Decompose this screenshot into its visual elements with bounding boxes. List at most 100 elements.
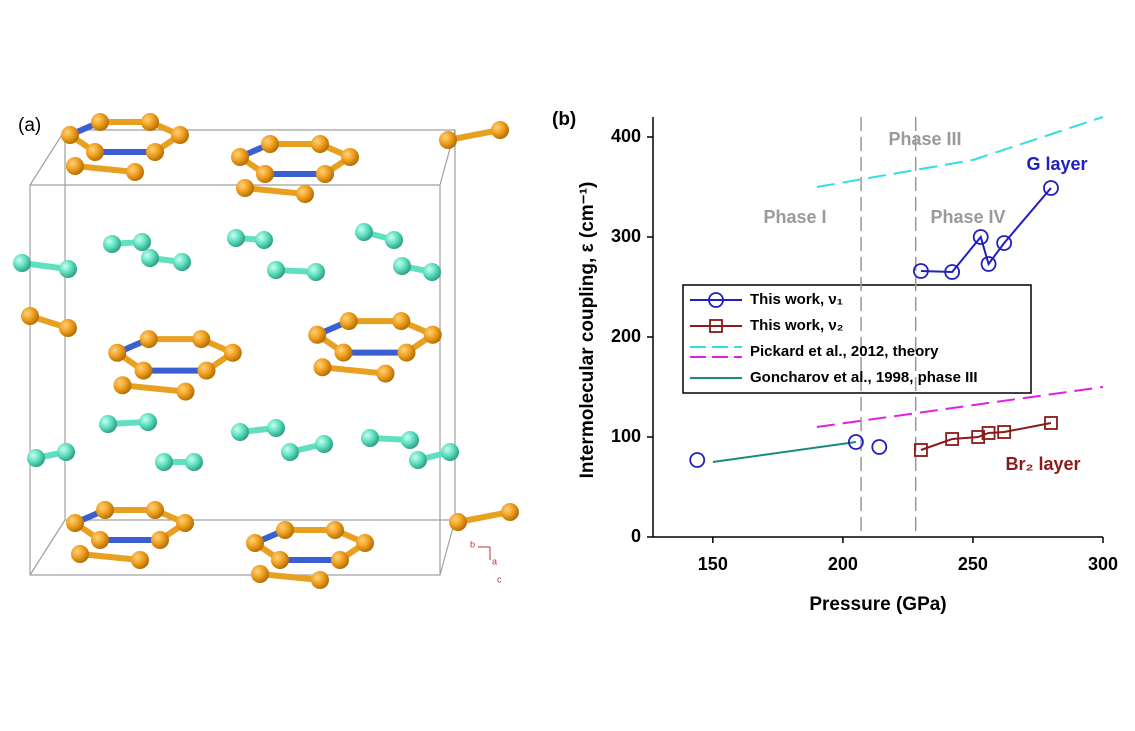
atom — [151, 531, 169, 549]
atom — [91, 113, 109, 131]
atom — [385, 231, 403, 249]
atom — [311, 135, 329, 153]
atom — [13, 254, 31, 272]
atom — [66, 157, 84, 175]
atom — [231, 423, 249, 441]
atom — [134, 361, 153, 380]
marker — [913, 263, 929, 279]
atom — [231, 148, 249, 166]
atom — [141, 249, 159, 267]
atom — [361, 429, 379, 447]
atom — [59, 319, 77, 337]
atom — [356, 534, 374, 552]
bond — [72, 163, 138, 175]
marker — [996, 235, 1013, 251]
atom — [57, 443, 75, 461]
atom — [491, 121, 509, 139]
atom — [108, 343, 127, 362]
atom — [131, 551, 149, 569]
y-tick-label: 200 — [611, 326, 641, 346]
atom — [267, 261, 285, 279]
atom — [271, 551, 289, 569]
atom — [103, 235, 121, 253]
atom — [185, 453, 203, 471]
axis-triad: b a c — [470, 539, 502, 584]
atom — [341, 148, 359, 166]
atom — [146, 143, 164, 161]
marker — [997, 425, 1012, 439]
y-tick-label: 300 — [611, 226, 641, 246]
atom — [441, 443, 459, 461]
atom — [227, 229, 245, 247]
series-line — [712, 441, 857, 463]
structure-panel: (a) b a c — [13, 113, 519, 589]
marker — [847, 434, 864, 450]
atom — [192, 330, 211, 349]
atom — [397, 343, 416, 362]
atom — [139, 330, 158, 349]
atom — [449, 513, 467, 531]
atom — [355, 223, 373, 241]
bond — [119, 382, 189, 395]
axis-label: c — [497, 574, 502, 584]
unit-cell — [29, 129, 456, 576]
atom — [61, 126, 79, 144]
legend-marker — [708, 292, 724, 308]
x-axis-label: Pressure (GPa) — [809, 594, 946, 615]
atom — [501, 503, 519, 521]
atom — [66, 514, 84, 532]
x-tick-label: 300 — [1088, 554, 1118, 574]
atom — [281, 443, 299, 461]
marker — [871, 439, 888, 455]
atom — [423, 263, 441, 281]
atom — [276, 521, 294, 539]
series-line — [816, 116, 1104, 188]
marker — [980, 256, 997, 272]
series-line — [920, 187, 1052, 274]
annotation: Phase III — [888, 129, 961, 149]
atom — [255, 231, 273, 249]
atom — [311, 571, 329, 589]
legend-label: This work, ν₁ — [750, 291, 843, 308]
atom — [331, 551, 349, 569]
atom — [256, 165, 274, 183]
bond — [77, 551, 143, 563]
atom — [141, 113, 159, 131]
annotation: Phase IV — [930, 207, 1005, 227]
y-axis-label: Intermolecular coupling, ε (cm⁻¹) — [577, 182, 598, 479]
molecules — [13, 113, 519, 589]
atom — [59, 260, 77, 278]
legend — [682, 284, 1032, 394]
y-tick-label: 0 — [631, 526, 641, 546]
legend-label: Pickard et al., 2012, theory — [750, 343, 939, 360]
atom — [171, 126, 189, 144]
atom — [197, 361, 216, 380]
annotation: Phase I — [763, 207, 826, 227]
atom — [393, 257, 411, 275]
axis-label: a — [492, 556, 497, 566]
atom — [376, 364, 395, 383]
atom — [409, 451, 427, 469]
atom — [267, 419, 285, 437]
atom — [21, 307, 39, 325]
y-tick-label: 400 — [611, 126, 641, 146]
marker — [981, 426, 996, 440]
atom — [307, 263, 325, 281]
atom — [334, 343, 353, 362]
atom — [326, 521, 344, 539]
atom — [86, 143, 104, 161]
bond — [242, 185, 308, 197]
annotation: G layer — [1026, 154, 1087, 174]
marker — [972, 229, 989, 245]
legend-marker — [709, 319, 723, 333]
legend-label: Goncharov et al., 1998, phase III — [750, 369, 978, 386]
x-tick-label: 200 — [828, 554, 858, 574]
marker — [914, 443, 928, 457]
atom — [246, 534, 264, 552]
legend-label: This work, ν₂ — [750, 317, 843, 334]
atom — [251, 565, 269, 583]
atom — [423, 325, 442, 344]
series-line — [816, 386, 1104, 428]
atom — [339, 312, 358, 331]
bond — [319, 364, 389, 377]
